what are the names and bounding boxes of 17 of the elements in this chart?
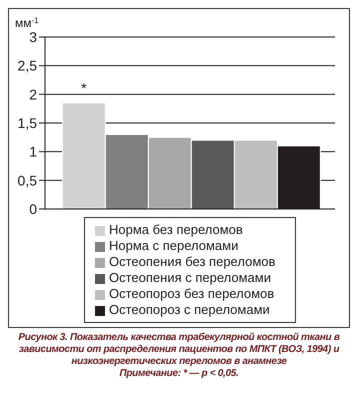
- text: Рисунок 3. Показатель качества трабекулярной костной ткани в зависимости от распределения пациентов по МПКТ (ВОЗ, 1994) и низкоэнергетических переломов в анамнезе: [17, 332, 341, 368]
- y-tick-label: 2,5: [18, 58, 38, 74]
- y-tick-label: 0,5: [18, 172, 38, 188]
- legend-label: Остеопороз без переломов: [109, 286, 274, 301]
- y-tick-label: 3: [29, 28, 38, 45]
- legend-label: Норма без переломов: [109, 222, 243, 237]
- legend-label: Остеопения с переломами: [109, 270, 271, 285]
- legend-label: Остеопения без переломов: [109, 254, 276, 269]
- text: Примечание: * — p < 0,05.: [118, 368, 240, 380]
- y-tick-label: 1,5: [18, 114, 38, 131]
- y-axis-title: мм$^{-1}$: [15, 16, 40, 30]
- annotation: *: [81, 80, 88, 96]
- legend-label: Остеопороз с переломами: [109, 302, 270, 317]
- y-tick-label: 2: [29, 86, 38, 102]
- y-tick-label: 0: [29, 200, 38, 217]
- legend-label: Норма с переломами: [109, 238, 238, 253]
- y-tick-label: 1: [29, 144, 38, 160]
